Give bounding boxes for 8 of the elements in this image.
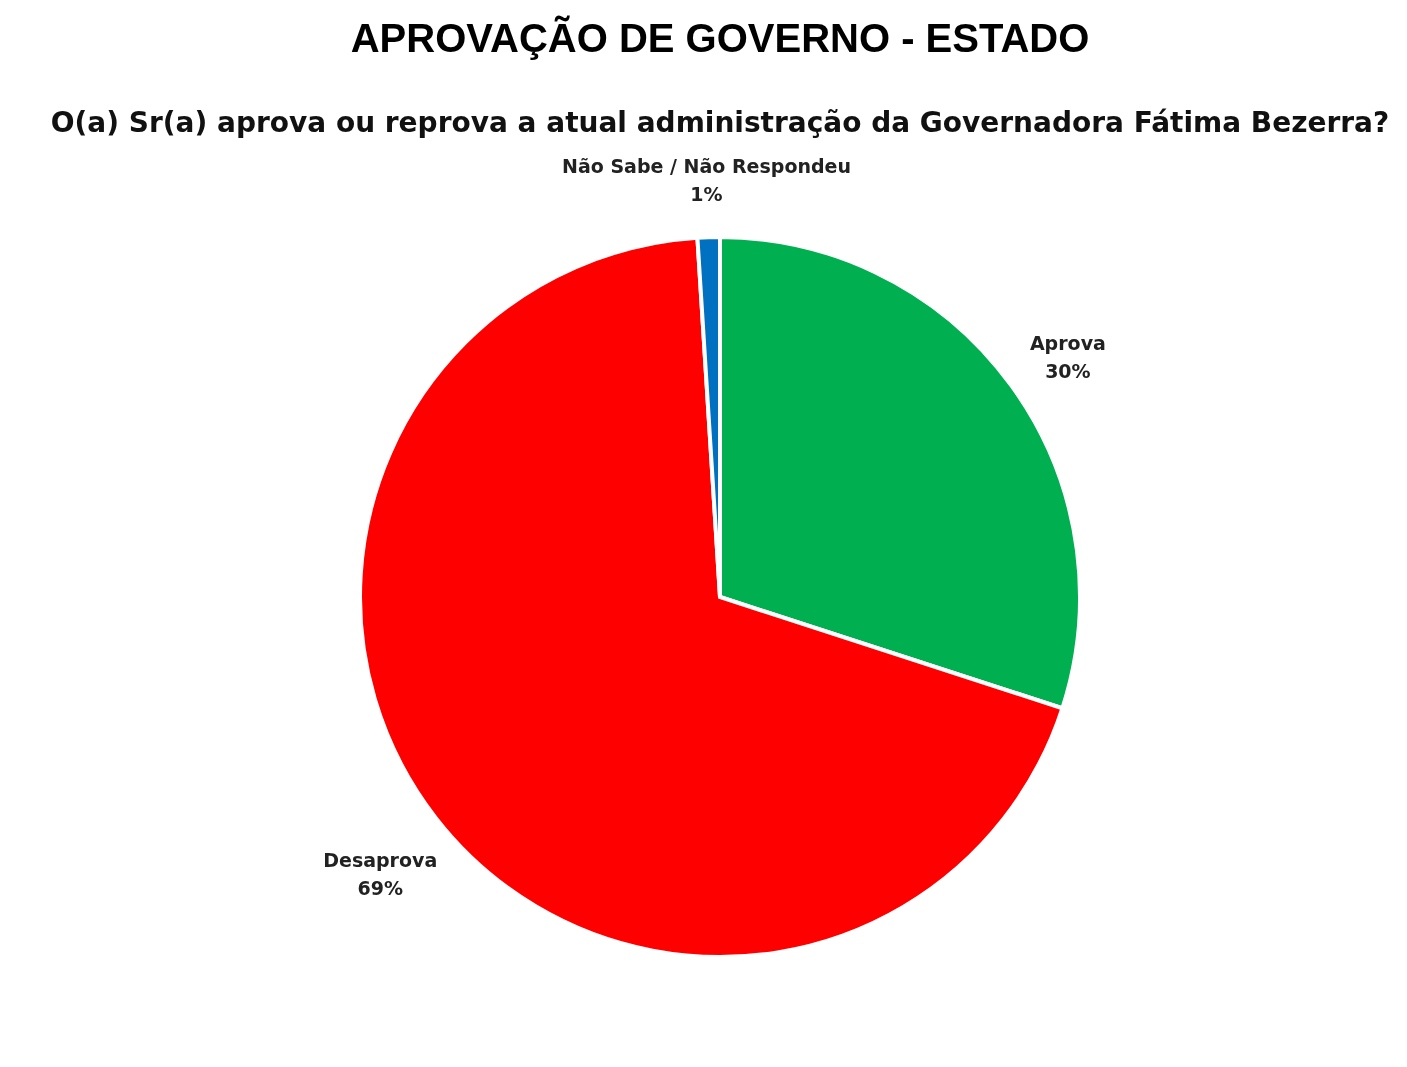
slice-label: Desaprova xyxy=(323,848,438,871)
data-label: 69% xyxy=(357,876,403,899)
chart-title: APROVAÇÃO DE GOVERNO - ESTADO xyxy=(350,15,1090,61)
data-label: 1% xyxy=(690,183,723,206)
slice-label: Aprova xyxy=(1029,332,1106,355)
chart-subtitle: O(a) Sr(a) aprova ou reprova a atual administração da Governadora Fátima Bezerra? xyxy=(50,106,1390,140)
slice-label: Não Sabe / Não Respondeu xyxy=(562,155,851,178)
data-label: 30% xyxy=(1045,360,1091,383)
